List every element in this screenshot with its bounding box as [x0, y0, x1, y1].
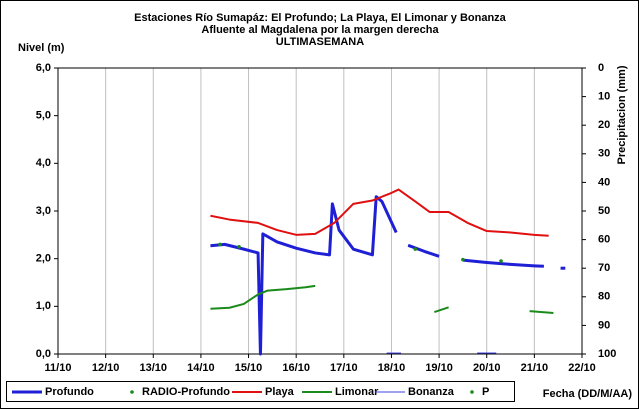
y-tick-label: 0,0	[36, 348, 51, 360]
legend-label: Profundo	[45, 386, 94, 398]
point	[237, 244, 241, 249]
series-line	[434, 306, 449, 314]
y2-tick-label: 0	[598, 62, 604, 74]
point	[413, 247, 418, 251]
legend-label: P	[482, 386, 489, 398]
y-axis-label: Nivel (m)	[18, 42, 65, 54]
x-tick-label: 19/10	[425, 362, 453, 374]
x-axis-label: Fecha (DD/M/AA)	[543, 388, 633, 400]
legend-label: Bonanza	[408, 386, 455, 398]
x-tick-label: 17/10	[330, 362, 358, 374]
series-line	[462, 258, 544, 268]
chart-title: Afluente al Magdalena por la margen dere…	[201, 24, 439, 36]
point	[461, 257, 465, 262]
y2-tick-label: 50	[598, 205, 610, 217]
y2-tick-label: 60	[598, 234, 610, 246]
series-line	[210, 188, 549, 237]
x-tick-label: 22/10	[568, 362, 596, 374]
x-tick-label: 18/10	[378, 362, 406, 374]
point	[499, 259, 503, 263]
chart-title: ULTIMASEMANA	[276, 36, 364, 48]
series-line	[407, 243, 440, 258]
x-tick-label: 11/10	[45, 362, 72, 374]
x-tick-label: 14/10	[187, 362, 215, 374]
y-tick-label: 3,0	[36, 205, 51, 217]
x-tick-label: 20/10	[473, 362, 501, 374]
chart-title: Estaciones Río Sumapáz: El Profundo; La …	[134, 12, 507, 24]
y2-axis-label: Precipitacion (mm)	[616, 65, 628, 164]
x-tick-label: 13/10	[140, 362, 168, 374]
y2-tick-label: 30	[598, 148, 610, 160]
series-line	[210, 195, 398, 356]
y-tick-label: 5,0	[36, 110, 51, 122]
x-tick-label: 21/10	[521, 362, 549, 374]
legend-label: RADIO-Profundo	[142, 386, 230, 398]
series-line	[210, 284, 316, 310]
y-tick-label: 6,0	[36, 62, 51, 74]
series-line	[529, 310, 554, 315]
x-tick-label: 12/10	[92, 362, 120, 374]
y2-tick-label: 80	[598, 291, 610, 303]
y2-tick-label: 20	[598, 119, 610, 131]
y2-tick-label: 70	[598, 262, 610, 274]
y2-tick-label: 40	[598, 176, 610, 188]
y2-tick-label: 10	[598, 91, 610, 103]
x-tick-label: 15/10	[235, 362, 263, 374]
legend-marker	[130, 390, 134, 394]
legend-marker	[470, 390, 474, 394]
plot-area	[57, 67, 583, 355]
y-tick-label: 4,0	[36, 157, 51, 169]
legend-label: Playa	[265, 386, 295, 398]
y2-tick-label: 90	[598, 319, 610, 331]
x-tick-label: 16/10	[282, 362, 310, 374]
y-tick-label: 2,0	[36, 253, 51, 265]
y2-tick-label: 100	[598, 348, 616, 360]
point	[218, 242, 222, 247]
y-tick-label: 1,0	[36, 300, 51, 312]
legend-label: Limonar	[335, 386, 379, 398]
